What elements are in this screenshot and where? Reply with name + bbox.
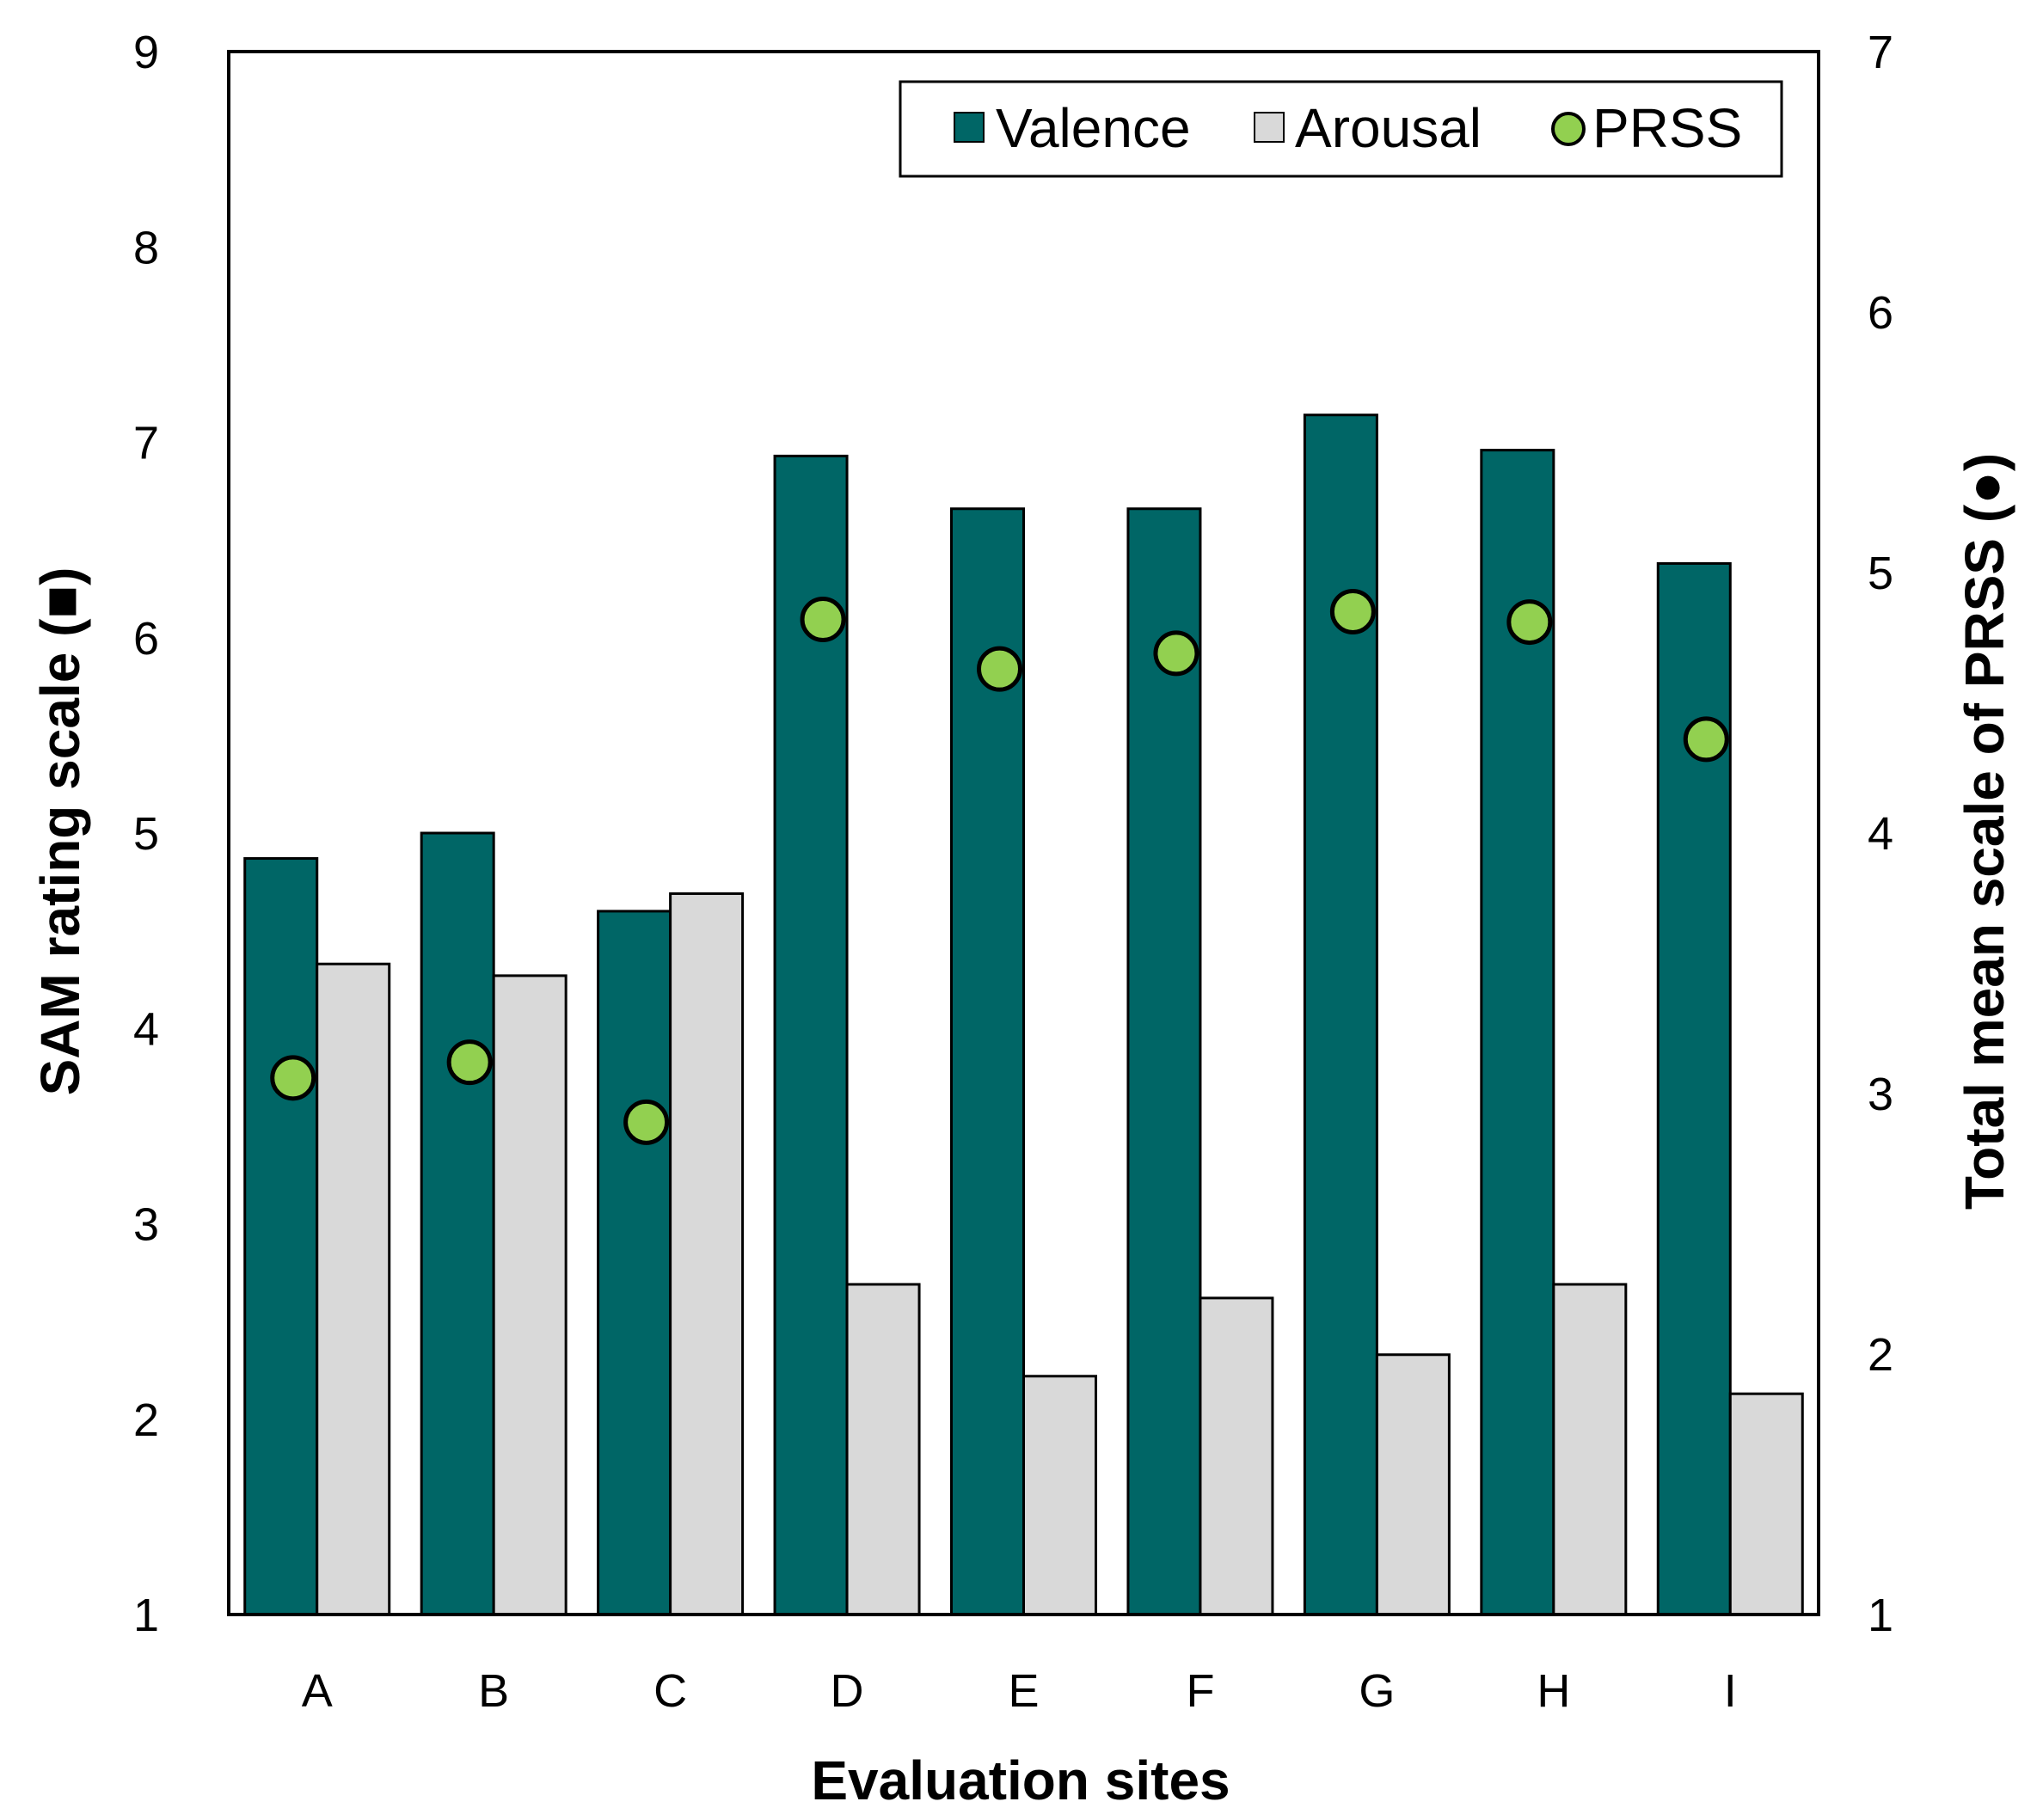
x-tick-label-G: G xyxy=(1359,1665,1395,1717)
legend-swatch-valence xyxy=(954,112,985,143)
y-tick-label-4: 4 xyxy=(133,1003,159,1055)
y2-tick-label-4: 4 xyxy=(1868,808,1893,860)
left-axis-ticks: 1 2 3 4 5 6 7 8 9 xyxy=(133,27,159,1641)
bar-arousal-E xyxy=(1022,1375,1097,1616)
y-tick-label-1: 1 xyxy=(133,1590,159,1641)
legend-label-valence: Valence xyxy=(996,97,1191,159)
bar-valence-H xyxy=(1480,449,1555,1616)
bar-valence-C xyxy=(597,910,672,1616)
marker-prss-G xyxy=(1329,588,1376,634)
marker-prss-I xyxy=(1683,716,1729,763)
y-axis-title: SAM rating scale (■) xyxy=(29,567,91,1096)
marker-prss-B xyxy=(446,1039,493,1086)
y-tick-label-3: 3 xyxy=(133,1199,159,1251)
x-tick-label-H: H xyxy=(1537,1665,1570,1717)
bar-arousal-F xyxy=(1199,1296,1274,1616)
bar-arousal-I xyxy=(1728,1392,1804,1616)
bar-arousal-G xyxy=(1375,1353,1451,1616)
x-tick-label-B: B xyxy=(478,1665,509,1717)
y2-tick-label-7: 7 xyxy=(1868,27,1893,78)
right-axis-ticks: 1 2 3 4 5 6 7 xyxy=(1868,27,1893,1641)
x-axis-ticks: A B C D E F G H I xyxy=(302,1665,1737,1717)
bar-arousal-A xyxy=(316,962,391,1616)
x-tick-label-D: D xyxy=(831,1665,864,1717)
bar-arousal-C xyxy=(669,892,745,1616)
legend-box xyxy=(899,80,1783,178)
plot-frame xyxy=(227,50,1820,1616)
y-tick-label-2: 2 xyxy=(133,1394,159,1446)
x-tick-label-E: E xyxy=(1008,1665,1039,1717)
y2-tick-label-2: 2 xyxy=(1868,1329,1893,1381)
x-tick-label-C: C xyxy=(653,1665,687,1717)
legend: Valence Arousal PRSS xyxy=(899,80,1783,178)
marker-prss-C xyxy=(623,1099,670,1145)
legend-label-prss: PRSS xyxy=(1592,97,1742,159)
y2-tick-label-1: 1 xyxy=(1868,1590,1893,1641)
legend-label-arousal: Arousal xyxy=(1295,97,1482,159)
y-tick-label-8: 8 xyxy=(133,222,159,273)
prss-markers-layer xyxy=(270,588,1729,1145)
marker-prss-E xyxy=(977,646,1022,692)
bar-arousal-B xyxy=(492,974,568,1616)
y2-tick-label-6: 6 xyxy=(1868,287,1893,339)
y-tick-label-9: 9 xyxy=(133,27,159,78)
legend-swatch-arousal xyxy=(1254,112,1285,143)
bar-valence-B xyxy=(420,831,495,1616)
bar-valence-E xyxy=(950,507,1025,1616)
marker-prss-D xyxy=(800,597,846,643)
legend-marker-prss xyxy=(1551,112,1586,146)
bar-valence-D xyxy=(773,454,849,1616)
y-tick-label-6: 6 xyxy=(133,613,159,665)
x-tick-label-I: I xyxy=(1724,1665,1737,1717)
marker-prss-H xyxy=(1506,599,1553,646)
y2-tick-label-3: 3 xyxy=(1868,1069,1893,1120)
x-tick-label-F: F xyxy=(1186,1665,1214,1717)
y2-tick-label-5: 5 xyxy=(1868,548,1893,599)
y-tick-label-5: 5 xyxy=(133,808,159,860)
y2-axis-title: Total mean scale of PRSS (●) xyxy=(1954,453,2015,1210)
x-tick-label-A: A xyxy=(302,1665,333,1717)
bar-valence-A xyxy=(243,857,319,1616)
bar-arousal-D xyxy=(845,1283,921,1616)
y-tick-label-7: 7 xyxy=(133,418,159,469)
marker-prss-A xyxy=(270,1055,316,1101)
x-axis-title: Evaluation sites xyxy=(811,1750,1230,1811)
marker-prss-F xyxy=(1153,630,1199,677)
bar-arousal-H xyxy=(1552,1283,1628,1616)
bar-valence-F xyxy=(1126,507,1202,1616)
